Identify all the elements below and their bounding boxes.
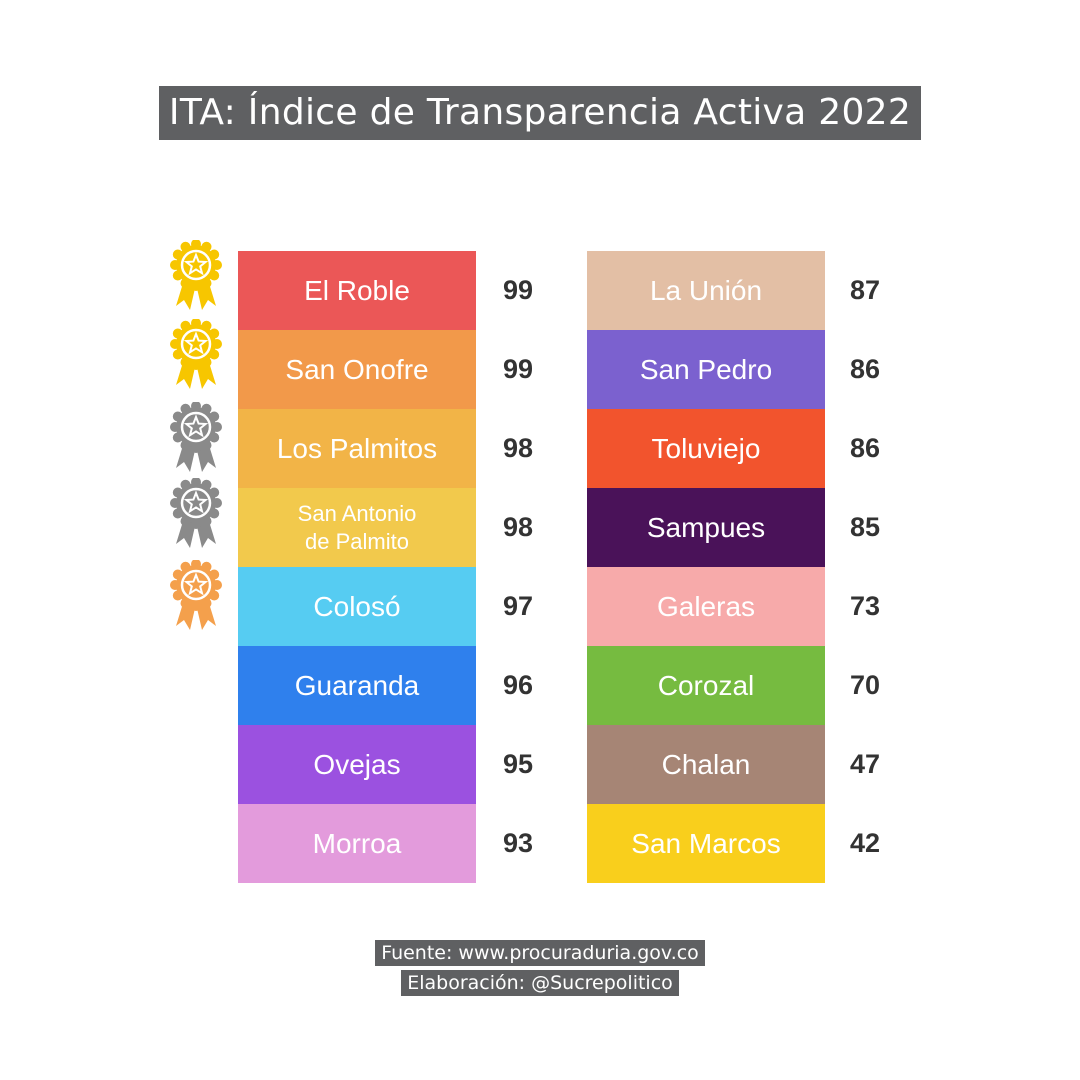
ranking-bar: San Antonio de Palmito <box>238 488 476 567</box>
ranking-bar: Toluviejo <box>587 409 825 488</box>
score-column-left: 99 99 98 98 97 96 95 93 <box>480 251 556 883</box>
ranking-bar: Ovejas <box>238 725 476 804</box>
score-label: 73 <box>849 591 881 621</box>
silver-medal-icon <box>168 401 224 474</box>
ranking-bar: Los Palmitos <box>238 409 476 488</box>
score-label: 70 <box>849 670 881 700</box>
score-column-right: 87 86 86 85 73 70 47 42 <box>832 251 898 883</box>
ranking-bar: Chalan <box>587 725 825 804</box>
ranking-bar: San Pedro <box>587 330 825 409</box>
score-label: 87 <box>849 275 881 305</box>
score-label: 99 <box>502 354 534 384</box>
ranking-bar: Sampues <box>587 488 825 567</box>
ranking-bar: La Unión <box>587 251 825 330</box>
ranking-bar: Colosó <box>238 567 476 646</box>
score-label: 98 <box>502 512 534 542</box>
score-label: 96 <box>502 670 534 700</box>
source-credit: Fuente: www.procuraduria.gov.co <box>375 940 705 966</box>
credits: Fuente: www.procuraduria.gov.co Elaborac… <box>0 940 1080 1000</box>
score-label: 86 <box>849 354 881 384</box>
ranking-bar: Guaranda <box>238 646 476 725</box>
score-label: 95 <box>502 749 534 779</box>
title-container: ITA: Índice de Transparencia Activa 2022 <box>0 86 1080 140</box>
ranking-column-left: El Roble San Onofre Los Palmitos San Antoni… <box>238 251 476 883</box>
ranking-bar: San Marcos <box>587 804 825 883</box>
gold-medal-icon <box>168 318 224 391</box>
ranking-bar: El Roble <box>238 251 476 330</box>
bronze-medal-icon <box>168 559 224 632</box>
score-label: 85 <box>849 512 881 542</box>
ranking-bar: Corozal <box>587 646 825 725</box>
score-label: 47 <box>849 749 881 779</box>
author-credit: Elaboración: @Sucrepolitico <box>401 970 679 996</box>
score-label: 42 <box>849 828 881 858</box>
score-label: 98 <box>502 433 534 463</box>
score-label: 86 <box>849 433 881 463</box>
ranking-column-right: La Unión San Pedro Toluviejo Sampues Galeras… <box>587 251 825 883</box>
silver-medal-icon <box>168 477 224 550</box>
gold-medal-icon <box>168 239 224 312</box>
ranking-bar: Morroa <box>238 804 476 883</box>
score-label: 97 <box>502 591 534 621</box>
ranking-bar: Galeras <box>587 567 825 646</box>
page-title: ITA: Índice de Transparencia Activa 2022 <box>158 86 922 140</box>
ranking-bar: San Onofre <box>238 330 476 409</box>
score-label: 93 <box>502 828 534 858</box>
score-label: 99 <box>502 275 534 305</box>
